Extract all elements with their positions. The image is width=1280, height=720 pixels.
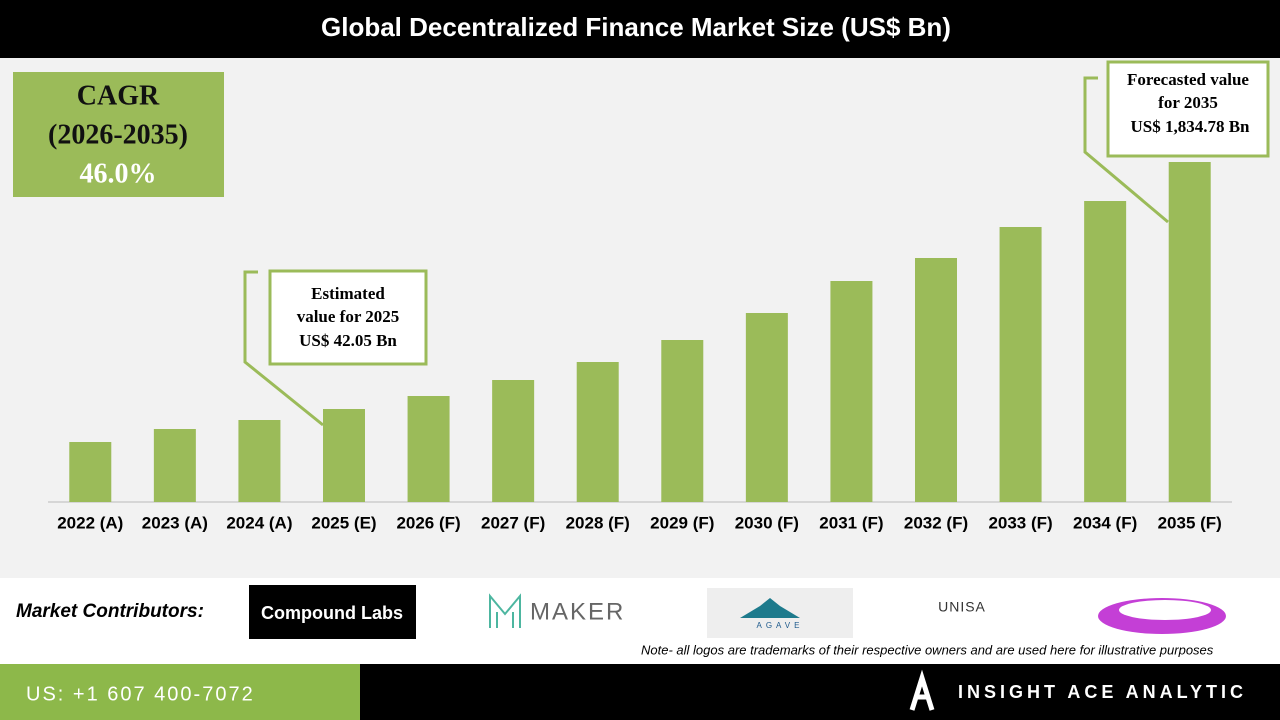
callout-text: US$ 42.05 Bn: [299, 331, 397, 350]
bar: [238, 420, 281, 502]
bar: [1168, 162, 1211, 502]
contributors-label: Market Contributors:: [16, 601, 204, 622]
cagr-box: [13, 72, 224, 197]
callout-text: US$ 1,834.78 Bn: [1130, 117, 1250, 136]
x-tick-label: 2027 (F): [481, 513, 545, 532]
title-bar: [0, 0, 1280, 58]
callout-box: [1106, 60, 1270, 158]
x-tick-label: 2032 (F): [904, 513, 968, 532]
brand: INSIGHT ACE ANALYTIC: [958, 682, 1247, 702]
phone-bar: [0, 664, 360, 720]
bar: [323, 409, 365, 502]
x-tick-label: 2024 (A): [226, 513, 292, 532]
phone: US: +1 607 400-7072: [26, 683, 255, 705]
bar: [915, 258, 957, 502]
bar: [407, 396, 450, 502]
callout-text: value for 2025: [297, 307, 400, 326]
bar: [492, 380, 535, 502]
x-tick-label: 2026 (F): [396, 513, 460, 532]
x-tick-label: 2034 (F): [1073, 513, 1137, 532]
callout-text: Forecasted value: [1127, 70, 1249, 89]
x-tick-label: 2031 (F): [819, 513, 883, 532]
logo-icon: [1119, 600, 1211, 620]
cagr-label: CAGR: [77, 80, 160, 111]
x-tick-label: 2029 (F): [650, 513, 714, 532]
logo: MAKER: [530, 598, 625, 625]
callout-line: [243, 270, 324, 427]
x-tick-label: 2033 (F): [988, 513, 1052, 532]
x-tick-label: 2023 (A): [142, 513, 208, 532]
logo: AGAVE: [757, 621, 804, 630]
bar: [69, 442, 112, 502]
bar: [576, 362, 619, 502]
brand-icon: [909, 669, 935, 711]
logo: UNISA: [938, 599, 986, 615]
x-tick-label: 2030 (F): [735, 513, 799, 532]
cagr-value: 46.0%: [80, 158, 157, 189]
bar: [1084, 201, 1127, 502]
callout-line: [1083, 76, 1169, 224]
contributors-area: [0, 578, 1280, 664]
logo-box: [249, 585, 416, 639]
callout-box: [268, 269, 428, 366]
callout-text: Estimated: [311, 284, 385, 303]
bars: 2022 (A) 2023 (A) 2024 (A) 2025 (E) 2026 (F)…: [57, 162, 1222, 532]
x-tick-label: 2035 (F): [1158, 513, 1222, 532]
x-tick-label: 2022 (A): [57, 513, 123, 532]
x-tick-label: 2028 (F): [566, 513, 630, 532]
chart-title: Global Decentralized Finance Market Size…: [321, 12, 951, 42]
bar: [153, 429, 196, 502]
callout-text: for 2035: [1158, 93, 1218, 112]
brand-bar: [360, 664, 1280, 720]
bar: [999, 227, 1042, 502]
logo-icon: [489, 593, 521, 628]
note: Note- all logos are trademarks of their …: [641, 642, 1214, 657]
logo: Compound Labs: [261, 603, 403, 623]
x-tick-label: 2025 (E): [311, 513, 376, 532]
cagr-period: (2026-2035): [48, 119, 188, 150]
bar: [745, 313, 788, 502]
bar: [661, 340, 704, 502]
logo-icon: [740, 598, 800, 618]
bar: [830, 281, 873, 502]
